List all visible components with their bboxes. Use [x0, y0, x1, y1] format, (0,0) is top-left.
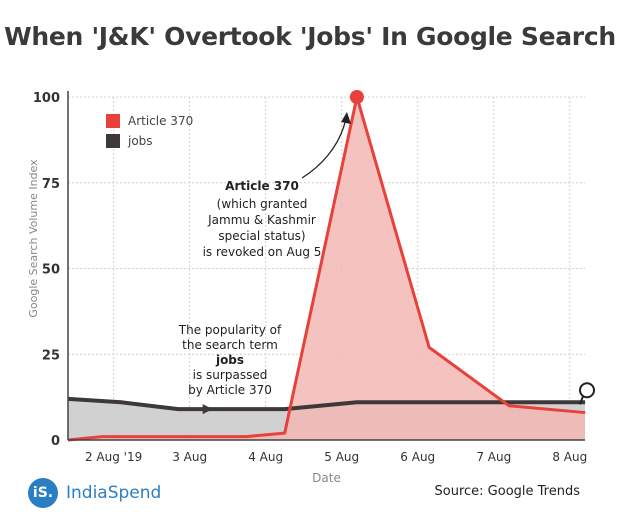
x-tick-label-7: 7 Aug: [476, 450, 511, 464]
point-jobs-7: [508, 401, 510, 403]
point-article-370-1: [101, 436, 103, 438]
source-note: Source: Google Trends: [434, 484, 581, 499]
point-jobs-4: [284, 408, 286, 410]
point-article-370-8: [584, 412, 586, 414]
point-article-370-2: [177, 436, 179, 438]
area-article-370: [68, 97, 585, 440]
x-tick-label-5: 5 Aug: [324, 450, 359, 464]
point-jobs-8: [584, 401, 586, 403]
x-tick-label-2: 2 Aug '19: [85, 450, 142, 464]
annotation-jobs-bold: jobs: [215, 353, 244, 367]
annotation-article-arrowhead-icon: [341, 112, 351, 124]
point-jobs-1: [120, 401, 122, 403]
legend-label-0: Article 370: [128, 114, 193, 128]
series-lines: [67, 90, 595, 442]
annotation-article-line-2: special status): [218, 229, 305, 243]
point-article-370-4: [284, 432, 286, 434]
logo-text: IndiaSpend: [66, 483, 162, 503]
end-marker-handle: [579, 395, 584, 405]
indiaspend-logo: iS. IndiaSpend: [28, 478, 161, 508]
point-article-370-7: [508, 405, 510, 407]
annotations: Article 370 (which granted Jammu & Kashmir…: [178, 112, 351, 397]
annotation-article-line-0: (which granted: [217, 197, 308, 211]
legend-label-1: jobs: [127, 134, 153, 148]
point-jobs-5: [356, 401, 358, 403]
y-tick-label-50: 50: [42, 263, 60, 278]
point-jobs-2: [177, 408, 179, 410]
annotation-jobs-line-1: the search term: [182, 338, 278, 352]
axes: 0 25 50 75 100 2 Aug '19 3 Aug 4 Aug 5 Aug 6 Aug 7…: [27, 91, 587, 485]
point-article-370-6: [428, 346, 430, 348]
peak-marker: [349, 90, 364, 104]
x-tick-label-6: 6 Aug: [400, 450, 435, 464]
legend-swatch-0: [106, 114, 120, 128]
point-jobs-3: [246, 408, 248, 410]
annotation-jobs-line-0: The popularity of: [178, 323, 282, 337]
end-marker: [579, 382, 595, 399]
x-tick-label-3: 3 Aug: [172, 450, 207, 464]
point-article-370-3: [246, 436, 248, 438]
y-tick-label-100: 100: [33, 91, 60, 106]
annotation-jobs-after-0: is surpassed: [193, 368, 268, 382]
chart-title: When 'J&K' Overtook 'Jobs' In Google Sea…: [4, 22, 616, 51]
logo-mark: iS.: [28, 478, 58, 508]
y-tick-label-25: 25: [42, 348, 60, 363]
y-tick-label-75: 75: [42, 177, 60, 192]
point-jobs-6: [428, 401, 430, 403]
annotation-article-bold: Article 370: [225, 179, 299, 193]
legend: Article 370 jobs: [106, 114, 193, 148]
jobs-arrow-icon: [202, 404, 213, 415]
x-tick-label-4: 4 Aug: [248, 450, 283, 464]
x-axis-title: Date: [312, 471, 341, 485]
x-tick-label-8: 8 Aug: [552, 450, 587, 464]
legend-swatch-1: [106, 134, 120, 148]
annotation-article-line-3: is revoked on Aug 5: [203, 245, 322, 259]
y-axis-title: Google Search Volume Index: [27, 159, 40, 318]
annotation-jobs-after-1: by Article 370: [188, 383, 272, 397]
annotation-article-arrow: [301, 117, 347, 179]
annotation-article-line-1: Jammu & Kashmir: [207, 213, 316, 227]
y-tick-label-0: 0: [51, 434, 60, 449]
